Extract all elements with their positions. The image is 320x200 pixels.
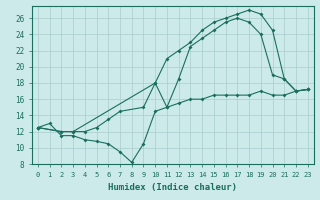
X-axis label: Humidex (Indice chaleur): Humidex (Indice chaleur) (108, 183, 237, 192)
